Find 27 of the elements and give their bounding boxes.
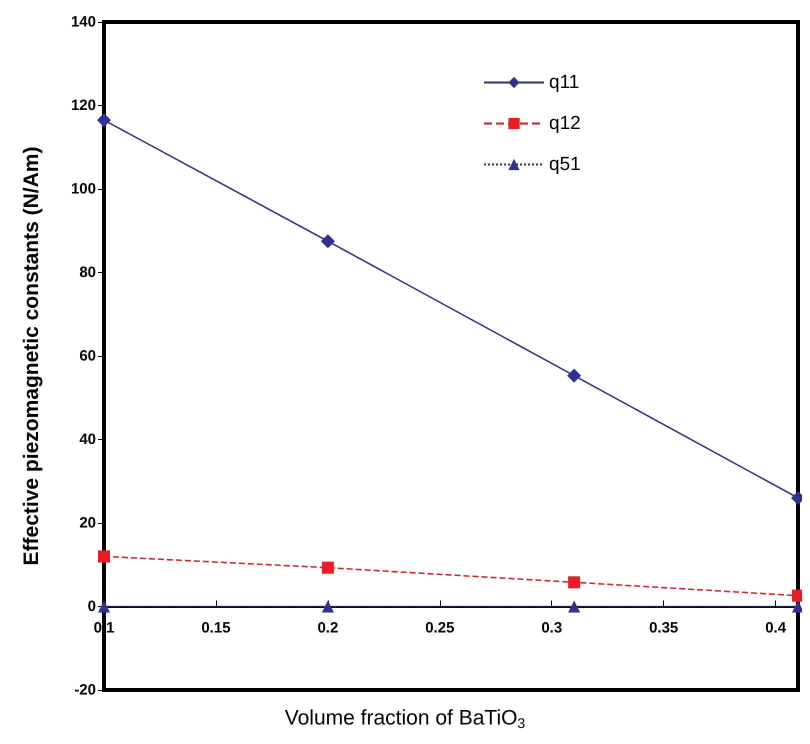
point — [568, 600, 580, 612]
point — [568, 576, 580, 588]
y-axis-title: Effective piezomagnetic constants (N/Am) — [20, 146, 43, 566]
y-tick-label: 60 — [79, 348, 96, 364]
y-tick-label: 0 — [88, 598, 96, 615]
point — [567, 368, 582, 383]
y-tick-label: 100 — [70, 180, 96, 198]
point — [98, 550, 110, 562]
y-tick-label: 140 — [70, 14, 96, 30]
x-tick-label: 0.4 — [765, 620, 787, 636]
point — [320, 234, 335, 248]
y-tick-label: 40 — [79, 431, 96, 448]
y-tick-label: 20 — [79, 514, 96, 532]
legend-label: q11 — [549, 72, 580, 93]
y-tick-label: -20 — [74, 682, 96, 698]
x-tick-label: 0.25 — [425, 620, 454, 636]
x-tick-label: 0.2 — [317, 620, 338, 636]
x-tick-label: 0.35 — [649, 620, 678, 636]
legend-label: q12 — [549, 113, 581, 134]
y-tick-label: 120 — [70, 97, 96, 114]
x-tick-label: 0.3 — [541, 620, 562, 636]
x-tick-label: 0.15 — [201, 620, 231, 636]
y-tick-label: 80 — [79, 264, 96, 281]
legend-label: q51 — [549, 154, 581, 175]
point — [322, 600, 334, 612]
point — [322, 562, 334, 574]
point — [97, 113, 111, 128]
